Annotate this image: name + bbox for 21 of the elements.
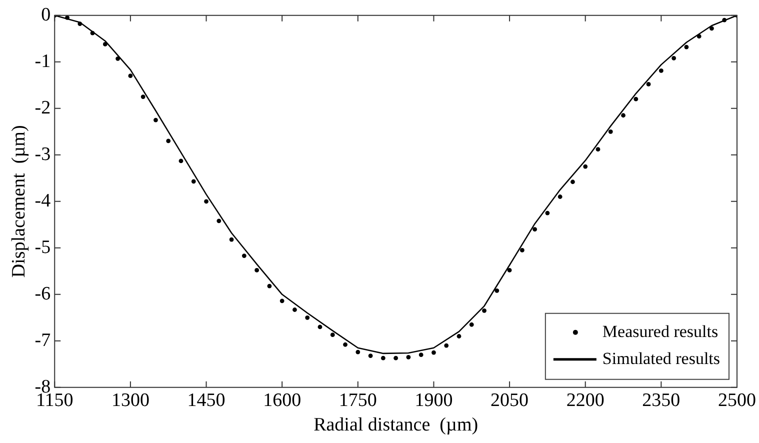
x-axis-title: Radial distance (µm) (314, 414, 478, 436)
y-tick-label: -3 (34, 144, 51, 165)
x-tick-label: 1750 (338, 390, 377, 411)
y-tick-label: -4 (34, 190, 52, 212)
x-tick-label: 2350 (642, 390, 680, 411)
x-tick-label: 1450 (187, 390, 226, 411)
y-tick-label: -6 (34, 283, 51, 304)
y-tick-label: -1 (34, 50, 51, 72)
x-tick-label: 2200 (566, 390, 604, 411)
y-axis-title: Displacement (µm) (8, 125, 30, 278)
x-tick-label: 2050 (490, 390, 529, 411)
x-tick-label: 1300 (111, 390, 150, 411)
legend-label: Measured results (602, 322, 718, 341)
x-tick-label: 1900 (414, 390, 453, 411)
y-tick-label: 0 (41, 4, 51, 26)
y-tick-label: -7 (34, 330, 51, 351)
y-tick-label: -5 (34, 236, 51, 258)
legend-label: Simulated results (602, 348, 720, 368)
x-tick-label: 1600 (263, 390, 302, 411)
y-tick-label: -2 (34, 97, 51, 118)
x-tick-label: 2500 (718, 390, 756, 411)
